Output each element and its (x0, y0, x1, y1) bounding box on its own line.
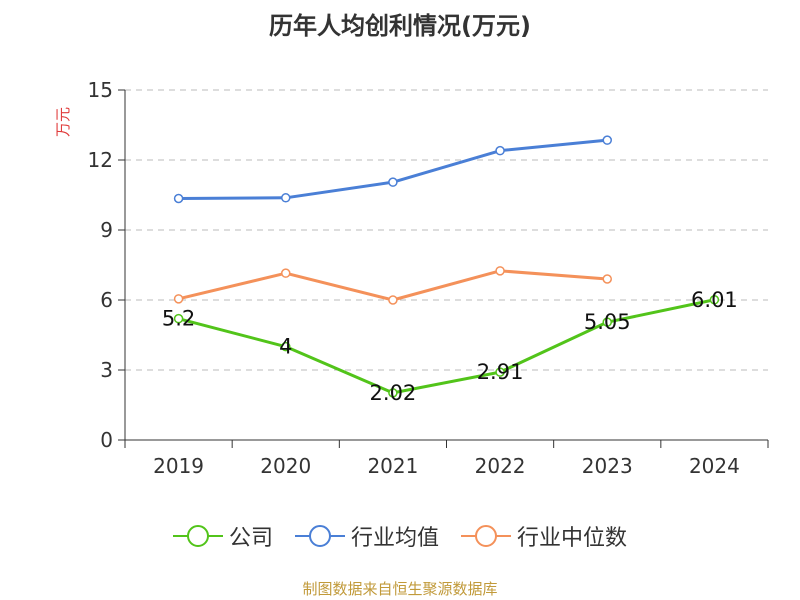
legend-marker-icon (294, 524, 345, 548)
data-label: 5.05 (584, 310, 631, 334)
axis-layer: 0 3 6 9 12 15 2019 2020 2021 2022 2023 2024 万元 (54, 78, 769, 478)
x-tick-label: 2024 (689, 454, 740, 478)
data-point[interactable] (388, 177, 398, 187)
legend-item-company[interactable]: 公司 (172, 520, 273, 552)
legend-label: 行业中位数 (517, 526, 628, 551)
data-label: 6.01 (691, 288, 738, 312)
data-label-layer: 5.2 4 2.02 2.91 5.05 6.01 (162, 288, 738, 405)
legend-label: 公司 (228, 526, 273, 551)
data-point[interactable] (173, 294, 184, 304)
data-point[interactable] (281, 268, 291, 278)
legend: 公司 行业均值 行业中位数 (0, 520, 800, 552)
chart-title: 历年人均创利情况(万元) (269, 12, 531, 40)
data-label: 5.2 (162, 307, 195, 331)
data-label: 2.02 (370, 381, 417, 405)
data-point[interactable] (602, 317, 612, 327)
y-tick-label: 6 (100, 288, 113, 312)
y-tick-label: 12 (88, 148, 113, 172)
data-point[interactable] (602, 135, 612, 145)
x-tick-label: 2019 (153, 454, 204, 478)
data-point[interactable] (281, 193, 291, 203)
data-point[interactable] (602, 274, 612, 284)
line-chart: 0 3 6 9 12 15 2019 2020 2021 2022 2023 2024 万元 5.2 4 2… (54, 78, 769, 478)
data-point[interactable] (709, 295, 720, 305)
series-line (178, 298, 715, 395)
legend-label: 行业均值 (350, 526, 439, 551)
x-tick-label: 2021 (367, 454, 418, 478)
data-point[interactable] (495, 367, 505, 377)
data-label: 4 (279, 335, 292, 359)
source-note: 制图数据来自恒生聚源数据库 (302, 580, 498, 598)
data-point[interactable] (495, 145, 505, 156)
x-tick-label: 2020 (260, 454, 311, 478)
legend-item-industry-mean[interactable]: 行业均值 (294, 520, 439, 552)
data-point[interactable] (388, 388, 398, 398)
y-axis-title: 万元 (54, 107, 72, 137)
data-point[interactable] (495, 266, 505, 276)
legend-item-industry-median[interactable]: 行业中位数 (461, 520, 627, 552)
data-point[interactable] (281, 341, 291, 352)
y-tick-label: 9 (100, 218, 113, 242)
series-layer (173, 135, 720, 398)
y-tick-label: 3 (100, 358, 113, 382)
series-line (178, 138, 608, 200)
y-tick-label: 0 (100, 428, 113, 452)
data-point[interactable] (173, 313, 184, 324)
x-tick-label: 2022 (475, 454, 526, 478)
data-label: 2.91 (477, 360, 524, 384)
data-point[interactable] (173, 193, 184, 204)
grid-layer (125, 89, 768, 371)
legend-marker-icon (172, 524, 223, 548)
data-point[interactable] (388, 295, 398, 305)
legend-marker-icon (461, 524, 511, 548)
y-tick-label: 15 (88, 78, 113, 102)
x-tick-label: 2023 (582, 454, 633, 478)
